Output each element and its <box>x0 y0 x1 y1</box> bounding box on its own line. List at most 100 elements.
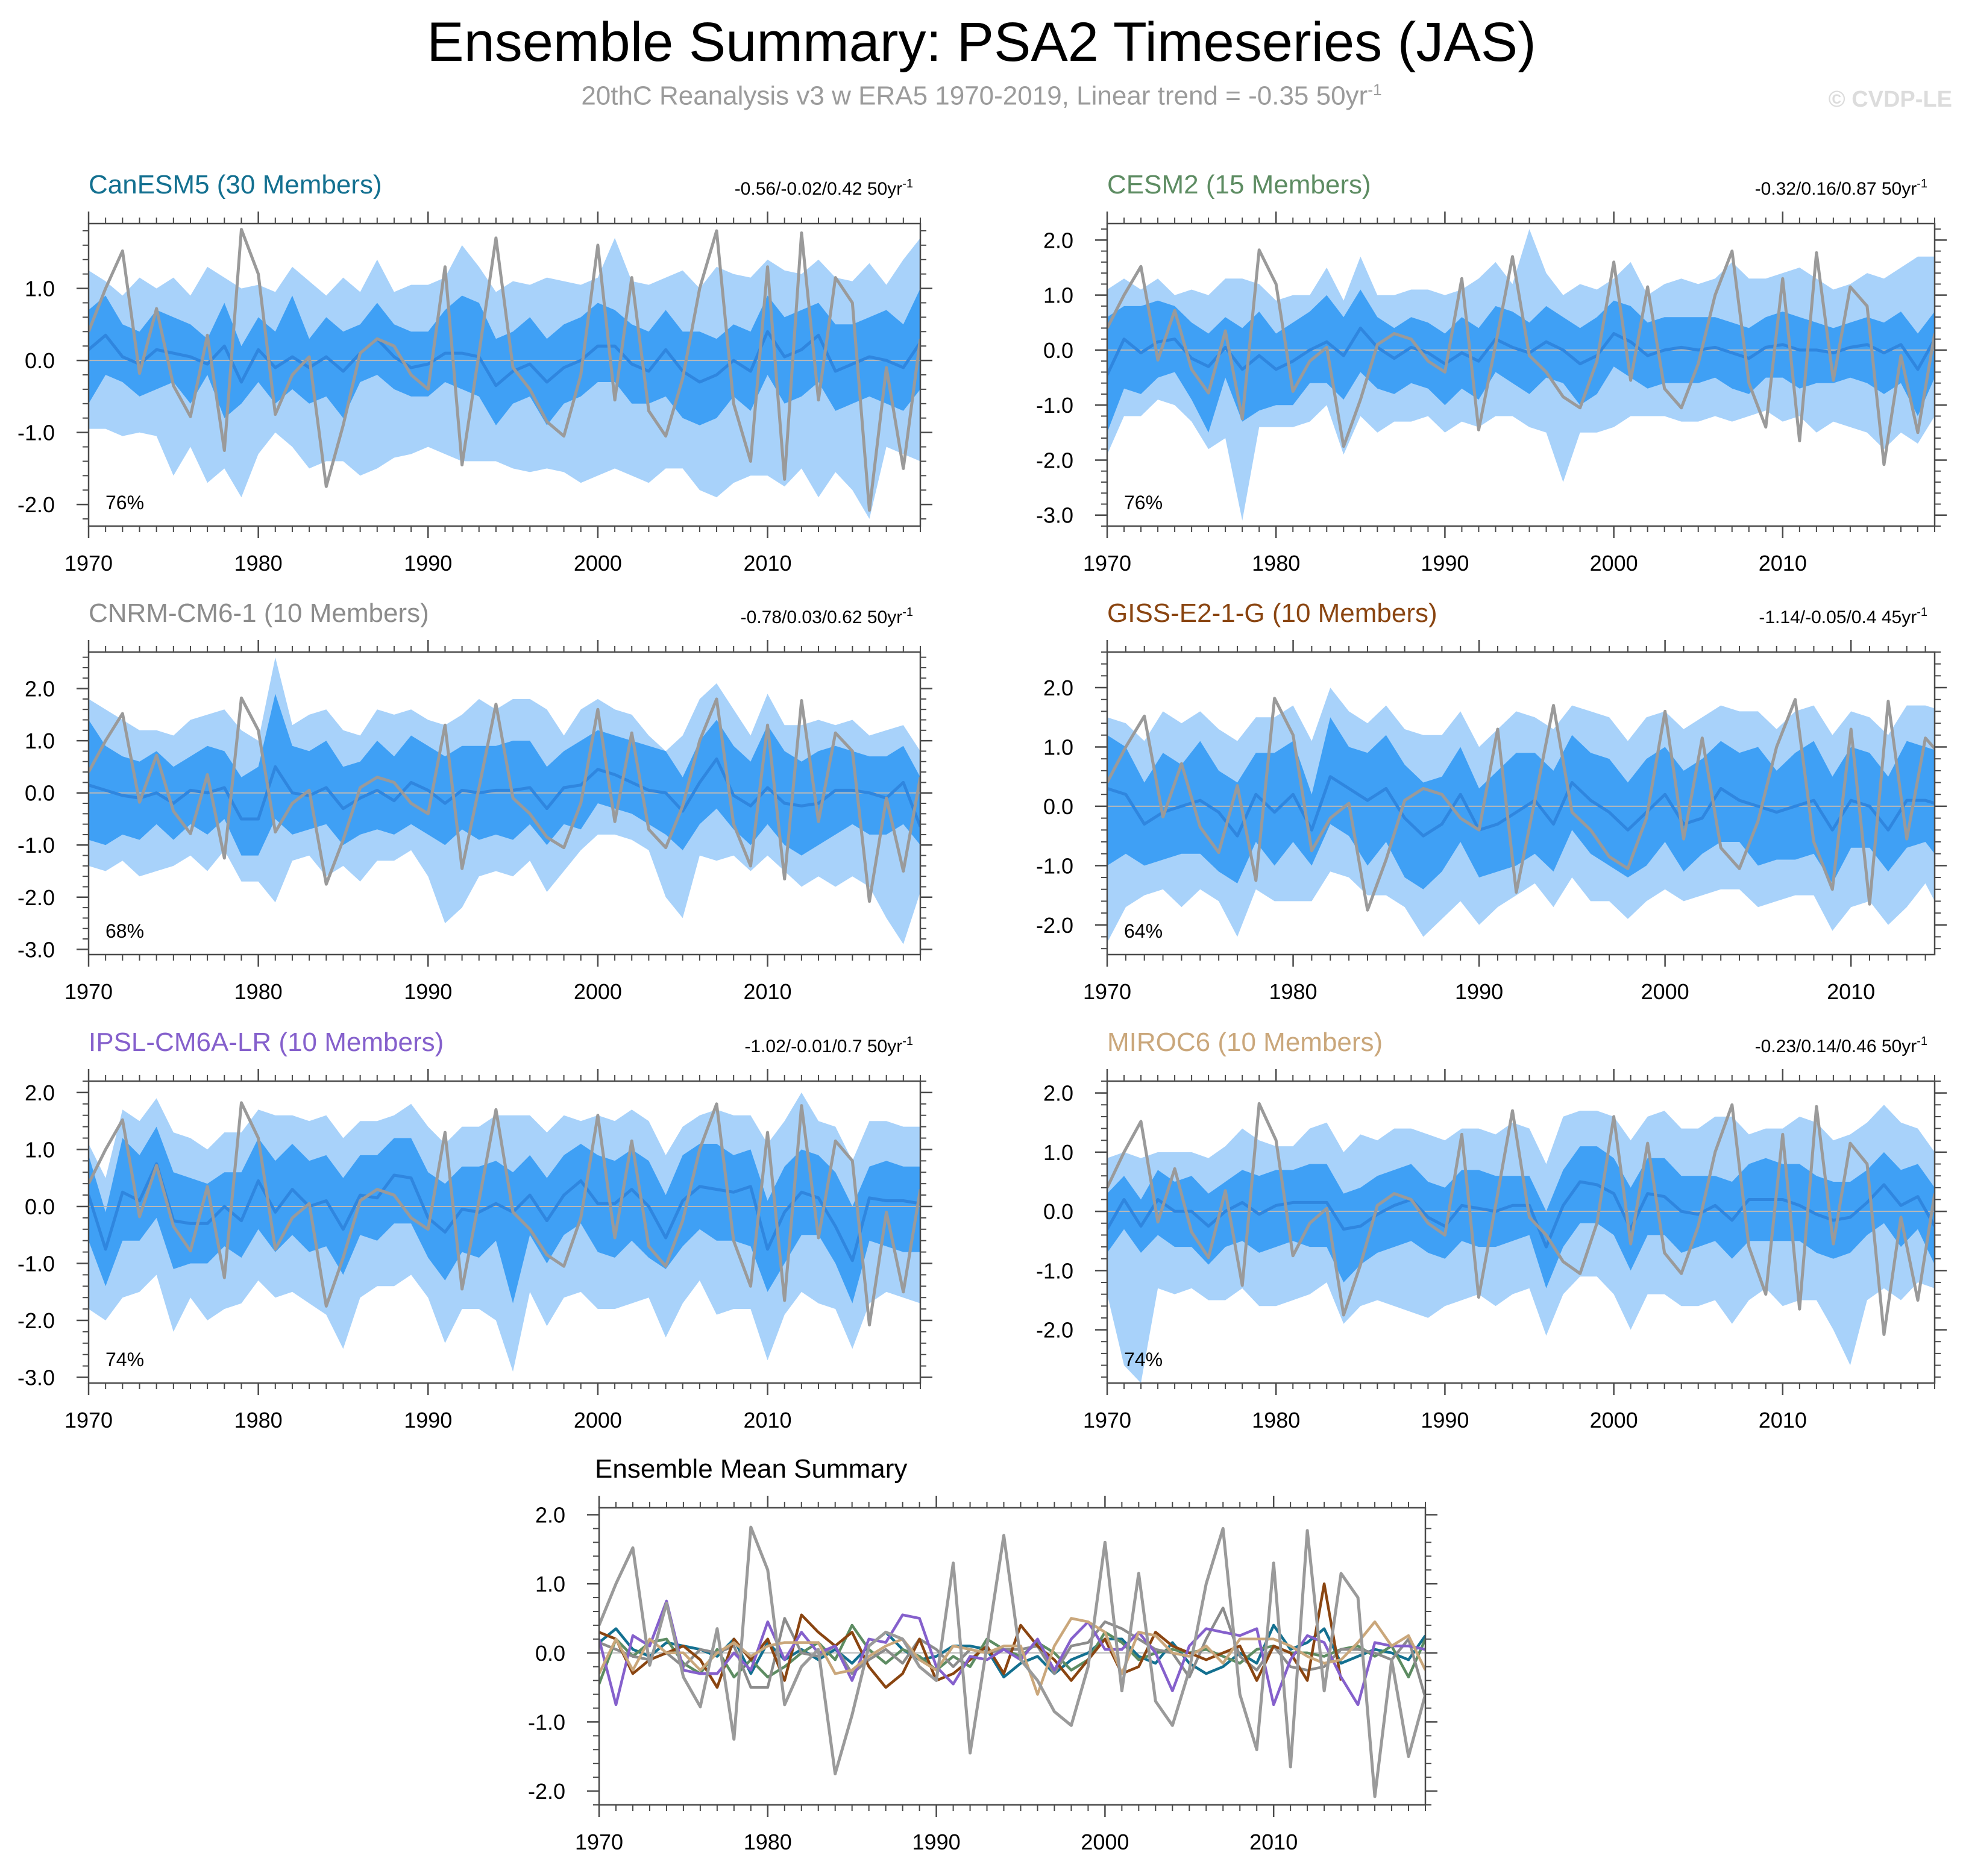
x-tick-label: 1970 <box>64 551 113 576</box>
y-tick-label: -1.0 <box>1036 393 1073 418</box>
percent-within-spread: 64% <box>1124 920 1163 942</box>
percent-within-spread: 74% <box>1124 1349 1163 1370</box>
y-tick-label: -2.0 <box>17 1308 55 1333</box>
band-10-90-percentile <box>1107 1146 1935 1288</box>
y-tick-label: -1.0 <box>17 421 55 445</box>
plot-area <box>599 1525 1425 1798</box>
y-tick-label: -1.0 <box>528 1710 565 1734</box>
panel-title: CESM2 (15 Members) <box>1107 170 1371 199</box>
y-tick-label: -1.0 <box>17 1251 55 1276</box>
y-tick-label: 0.0 <box>1043 1199 1073 1224</box>
x-tick-label: 2000 <box>574 551 622 576</box>
panel-title: IPSL-CM6A-LR (10 Members) <box>89 1027 444 1057</box>
observations-line <box>89 1101 920 1327</box>
x-tick-label: 1970 <box>64 979 113 1004</box>
x-tick-label: 2010 <box>743 551 791 576</box>
x-tick-label: 2000 <box>1641 979 1689 1004</box>
x-tick-label: 1970 <box>1083 979 1131 1004</box>
x-tick-label: 1990 <box>1421 551 1469 576</box>
x-tick-label: 1990 <box>404 1408 452 1432</box>
y-tick-label: 2.0 <box>1043 228 1073 253</box>
x-tick-label: 1970 <box>64 1408 113 1432</box>
chart-panel-2: -3.0 -2.0 -1.0 0.0 1.0 2.0 1970 1980 1990 2000 201… <box>1036 170 1947 576</box>
trend-stats: -1.14/-0.05/0.4 45yr-1 <box>1759 606 1927 627</box>
plot-area <box>89 228 920 519</box>
chart-panel-3: -3.0 -2.0 -1.0 0.0 1.0 2.0 1970 1980 1990 2000 201… <box>17 598 932 1004</box>
y-tick-label: -2.0 <box>1036 1318 1073 1343</box>
ensemble-mean-line <box>89 757 920 827</box>
trend-stats: -0.78/0.03/0.62 50yr-1 <box>741 606 913 627</box>
y-tick-label: 1.0 <box>535 1572 565 1596</box>
y-tick-label: -2.0 <box>528 1779 565 1804</box>
plot-frame <box>598 1507 1427 1806</box>
panel-title: MIROC6 (10 Members) <box>1107 1027 1383 1057</box>
trend-stats: -0.56/-0.02/0.42 50yr-1 <box>735 177 913 199</box>
plot-area <box>1107 229 1935 521</box>
subtitle: 20thC Reanalysis v3 w ERA5 1970-2019, Li… <box>0 81 1963 111</box>
x-tick-label: 1990 <box>404 551 452 576</box>
trend-stats: -1.02/-0.01/0.7 50yr-1 <box>744 1035 913 1056</box>
plot-frame <box>87 1080 922 1384</box>
observations-line <box>599 1525 1425 1798</box>
trend-stats: -0.32/0.16/0.87 50yr-1 <box>1755 177 1927 199</box>
trend-stats: -0.23/0.14/0.46 50yr-1 <box>1755 1035 1927 1056</box>
y-tick-label: -1.0 <box>1036 1258 1073 1283</box>
trend-stats-text: -0.56/-0.02/0.42 50yr <box>735 179 903 199</box>
chart-panel-1: -2.0 -1.0 0.0 1.0 1970 1980 1990 2000 2010 CanESM… <box>17 170 932 576</box>
y-tick-label: -3.0 <box>17 1366 55 1390</box>
y-tick-label: 2.0 <box>25 1081 55 1105</box>
chart-panel-5: -3.0 -2.0 -1.0 0.0 1.0 2.0 1970 1980 1990 2000 201… <box>17 1027 932 1432</box>
percent-within-spread: 68% <box>105 920 144 942</box>
y-tick-label: 2.0 <box>1043 1081 1073 1106</box>
x-tick-label: 2010 <box>1759 1408 1807 1432</box>
x-tick-label: 2000 <box>574 979 622 1004</box>
x-tick-label: 1980 <box>1252 1408 1300 1432</box>
y-tick-label: -2.0 <box>1036 913 1073 938</box>
x-tick-label: 2000 <box>1590 551 1638 576</box>
y-tick-label: -1.0 <box>1036 853 1073 878</box>
band-10-90-percentile <box>89 1126 920 1303</box>
x-tick-label: 1980 <box>234 979 283 1004</box>
trend-stats-text: -0.78/0.03/0.62 50yr <box>741 607 903 627</box>
y-tick-label: 0.0 <box>535 1641 565 1666</box>
y-tick-label: -3.0 <box>17 937 55 962</box>
x-tick-label: 1980 <box>234 551 283 576</box>
x-tick-label: 1990 <box>1455 979 1503 1004</box>
y-tick-label: 1.0 <box>25 1137 55 1162</box>
trend-stats-superscript: -1 <box>1917 177 1927 190</box>
y-tick-label: -2.0 <box>17 885 55 910</box>
trend-stats-superscript: -1 <box>902 1035 913 1048</box>
percent-within-spread: 74% <box>105 1349 144 1370</box>
y-tick-label: 1.0 <box>1043 283 1073 308</box>
y-tick-label: 1.0 <box>25 729 55 753</box>
x-tick-label: 1980 <box>234 1408 283 1432</box>
ensemble-mean-line <box>89 1162 920 1263</box>
band-10-90-percentile <box>89 694 920 856</box>
trend-stats-superscript: -1 <box>902 606 913 619</box>
subtitle-superscript: -1 <box>1368 81 1382 99</box>
chart-panel-6: -2.0 -1.0 0.0 1.0 2.0 1970 1980 1990 2000 2010 MIR… <box>1036 1027 1947 1432</box>
panel-title: Ensemble Mean Summary <box>595 1454 907 1484</box>
trend-stats-text: -1.02/-0.01/0.7 50yr <box>744 1037 902 1056</box>
observations-line <box>1107 1102 1935 1336</box>
x-tick-label: 1990 <box>404 979 452 1004</box>
main-title: Ensemble Summary: PSA2 Timeseries (JAS) <box>427 11 1536 73</box>
trend-stats-superscript: -1 <box>902 177 913 190</box>
plot-frame <box>1106 651 1936 956</box>
x-tick-label: 1970 <box>575 1830 623 1854</box>
percent-within-spread: 76% <box>1124 492 1163 513</box>
trend-stats-superscript: -1 <box>1917 606 1927 619</box>
x-tick-label: 1980 <box>1269 979 1317 1004</box>
panel-title: GISS-E2-1-G (10 Members) <box>1107 598 1437 628</box>
x-tick-label: 2010 <box>743 979 791 1004</box>
y-tick-label: 0.0 <box>1043 794 1073 819</box>
y-tick-label: 2.0 <box>25 677 55 701</box>
observations-line <box>1107 248 1935 466</box>
panel-title: CanESM5 (30 Members) <box>89 170 382 199</box>
band-10-90-percentile <box>89 288 920 425</box>
y-tick-label: 0.0 <box>25 781 55 806</box>
y-tick-label: 1.0 <box>25 277 55 301</box>
ipsl-cm6a-lr-line <box>599 1599 1425 1707</box>
y-tick-label: 1.0 <box>1043 735 1073 759</box>
ensemble-mean-line <box>89 330 920 387</box>
